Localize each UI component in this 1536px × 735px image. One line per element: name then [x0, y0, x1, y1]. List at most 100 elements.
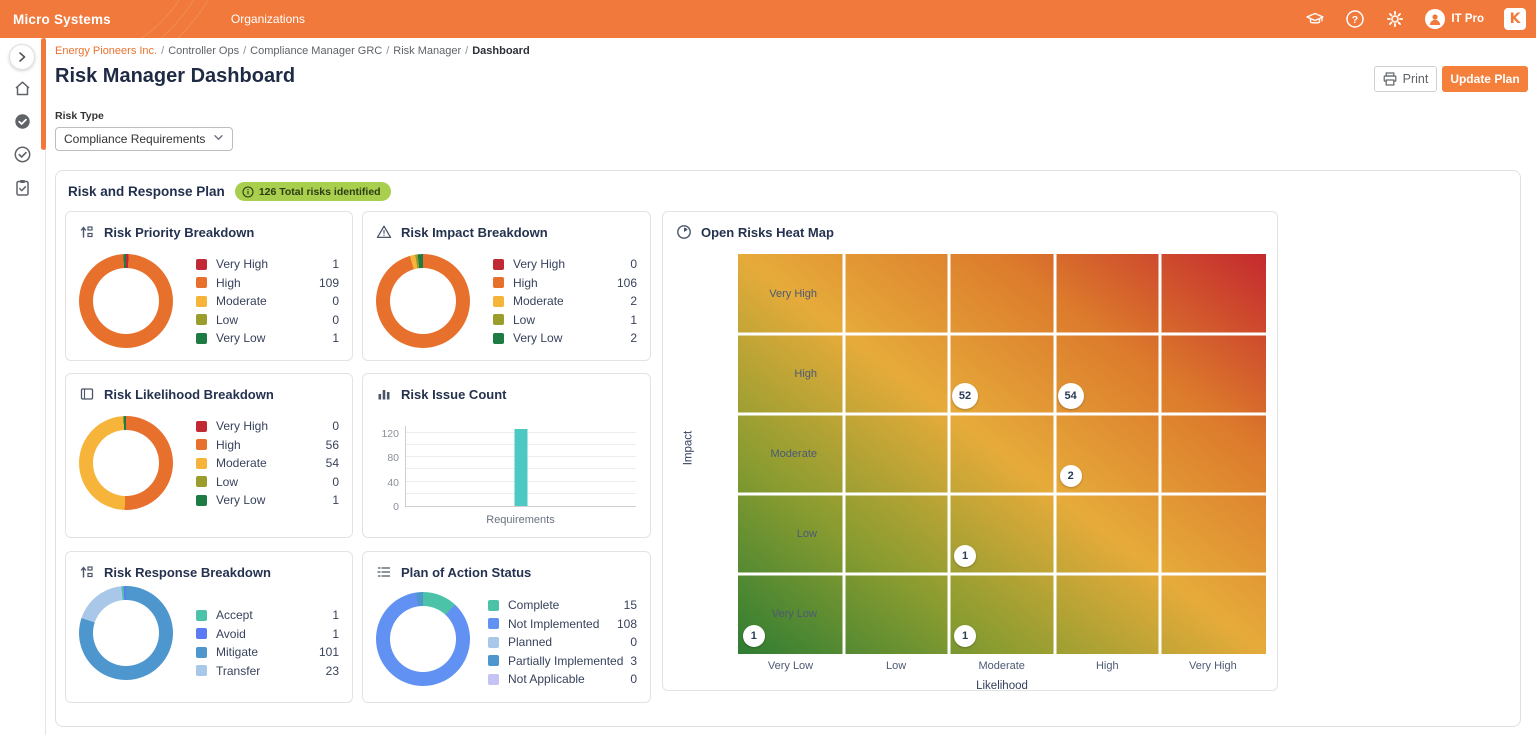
heatmap-y-label: Moderate — [770, 448, 817, 460]
legend-label: Very High — [216, 419, 269, 434]
app-logo-k[interactable]: K — [1504, 8, 1526, 30]
y-axis-tick: 80 — [387, 452, 399, 465]
legend-value: 108 — [616, 616, 637, 631]
legend-label: Low — [216, 474, 239, 489]
action-status-donut-chart — [376, 592, 470, 686]
card-title: Plan of Action Status — [401, 564, 532, 580]
card-file-icon — [80, 388, 94, 400]
nav-item-organizations[interactable]: Organizations — [230, 12, 305, 26]
heatmap-x-axis-title: Likelihood — [976, 680, 1028, 692]
heatmap-gridline — [842, 254, 846, 654]
total-risks-badge-text: 126 Total risks identified — [258, 185, 381, 198]
update-plan-button[interactable]: Update Plan — [1442, 66, 1528, 92]
legend-value: 0 — [630, 672, 637, 687]
total-risks-badge: 126 Total risks identified — [234, 182, 391, 201]
legend-label: Planned — [508, 635, 553, 650]
verified-badge-icon[interactable] — [11, 109, 35, 133]
main-content: Energy Pioneers Inc. / Controller Ops / Comp… — [46, 38, 1536, 735]
legend-swatch — [196, 646, 207, 658]
legend-row: High 109 — [196, 275, 339, 290]
breadcrumb: Energy Pioneers Inc. / Controller Ops / Comp… — [55, 45, 530, 57]
breadcrumb-item[interactable]: Risk Manager — [393, 45, 462, 57]
legend-value: 0 — [332, 419, 339, 434]
heatmap-gridline — [738, 412, 1266, 416]
y-axis-tick: 0 — [393, 501, 399, 513]
likelihood-donut-chart — [79, 416, 173, 510]
likelihood-legend: Very High 0 High 56 Moderate 54 Low 0 Very Low 1 — [196, 419, 339, 508]
top-bar: Micro Systems Organizations ? IT Pro K — [0, 0, 1536, 38]
legend-label: High — [216, 275, 241, 290]
legend-value: 1 — [332, 608, 339, 623]
legend-swatch — [196, 277, 207, 289]
open-risks-heatmap-card: Open Risks Heat Map Impact 52 54 2 1 1 1 Like… — [662, 211, 1278, 692]
card-title: Risk Likelihood Breakdown — [104, 386, 274, 402]
card-title: Risk Issue Count — [401, 386, 507, 402]
card-title: Open Risks Heat Map — [701, 224, 834, 240]
sidebar-expand-button[interactable] — [9, 44, 35, 70]
risk-priority-card: Risk Priority Breakdown Very High 1 High 10… — [65, 211, 353, 361]
sidebar-scrollbar-thumb[interactable] — [41, 38, 46, 150]
heatmap-x-label: Moderate — [978, 660, 1025, 672]
page-title: Risk Manager Dashboard — [55, 65, 296, 87]
legend-label: Very High — [216, 257, 269, 272]
risk-impact-card: Risk Impact Breakdown Very High 0 High 106 M… — [362, 211, 651, 361]
clipboard-check-icon[interactable] — [11, 175, 35, 199]
settings-gear-icon[interactable] — [1385, 9, 1405, 29]
print-button[interactable]: Print — [1374, 66, 1437, 92]
user-menu[interactable]: IT Pro — [1425, 9, 1484, 29]
plan-of-action-card: Plan of Action Status Complete 15 Not Impl… — [362, 551, 651, 703]
legend-value: 0 — [332, 474, 339, 489]
legend-swatch — [488, 673, 499, 685]
legend-swatch — [196, 494, 207, 506]
gauge-icon — [677, 225, 691, 239]
legend-label: High — [216, 437, 241, 452]
legend-label: Very Low — [216, 331, 266, 346]
legend-label: Mitigate — [216, 645, 259, 660]
heatmap-bubble: 1 — [954, 545, 977, 567]
priority-sort-icon — [80, 566, 93, 578]
response-legend: Accept 1 Avoid 1 Mitigate 101 Transfer 23 — [196, 608, 339, 678]
heatmap-gridline — [738, 492, 1266, 496]
donut-hole — [93, 430, 159, 496]
breadcrumb-separator: / — [465, 45, 469, 57]
y-axis-tick: 120 — [381, 427, 399, 440]
graduation-cap-icon[interactable] — [1305, 9, 1325, 29]
legend-swatch — [196, 314, 207, 326]
legend-row: Low 1 — [493, 313, 637, 327]
brand-title: Micro Systems — [13, 11, 111, 27]
heatmap-gridline — [738, 572, 1266, 576]
heatmap-gridline — [947, 254, 951, 654]
legend-value: 1 — [332, 493, 339, 508]
breadcrumb-item[interactable]: Energy Pioneers Inc. — [55, 45, 158, 57]
legend-row: Accept 1 — [196, 608, 339, 623]
heatmap-y-label: Very High — [769, 288, 817, 300]
legend-label: Avoid — [216, 626, 246, 641]
heatmap-y-label: High — [794, 368, 817, 380]
legend-row: Very High 0 — [196, 419, 339, 434]
home-icon[interactable] — [11, 76, 35, 100]
legend-swatch — [196, 628, 207, 640]
x-axis-category-label: Requirements — [486, 514, 555, 526]
legend-value: 101 — [318, 645, 339, 660]
donut-hole — [390, 606, 456, 672]
legend-label: Transfer — [216, 663, 261, 678]
breadcrumb-item[interactable]: Controller Ops — [168, 45, 240, 57]
risk-type-select[interactable]: Compliance Requirements — [55, 127, 233, 151]
legend-swatch — [488, 655, 499, 667]
legend-row: High 56 — [196, 437, 339, 452]
help-icon[interactable]: ? — [1345, 9, 1365, 29]
breadcrumb-item[interactable]: Compliance Manager GRC — [250, 45, 383, 57]
legend-swatch — [493, 258, 504, 270]
legend-row: Very High 1 — [196, 257, 339, 272]
legend-swatch — [196, 665, 207, 677]
chevron-down-icon — [213, 132, 224, 146]
donut-hole — [93, 600, 159, 666]
legend-value: 106 — [616, 275, 637, 290]
heatmap-y-label: Very Low — [771, 608, 817, 620]
legend-row: Transfer 23 — [196, 663, 339, 678]
legend-label: Very Low — [513, 331, 563, 346]
check-circle-icon[interactable] — [11, 142, 35, 166]
user-name: IT Pro — [1451, 13, 1484, 25]
heatmap-x-label: Low — [886, 660, 907, 672]
legend-row: Low 0 — [196, 313, 339, 327]
